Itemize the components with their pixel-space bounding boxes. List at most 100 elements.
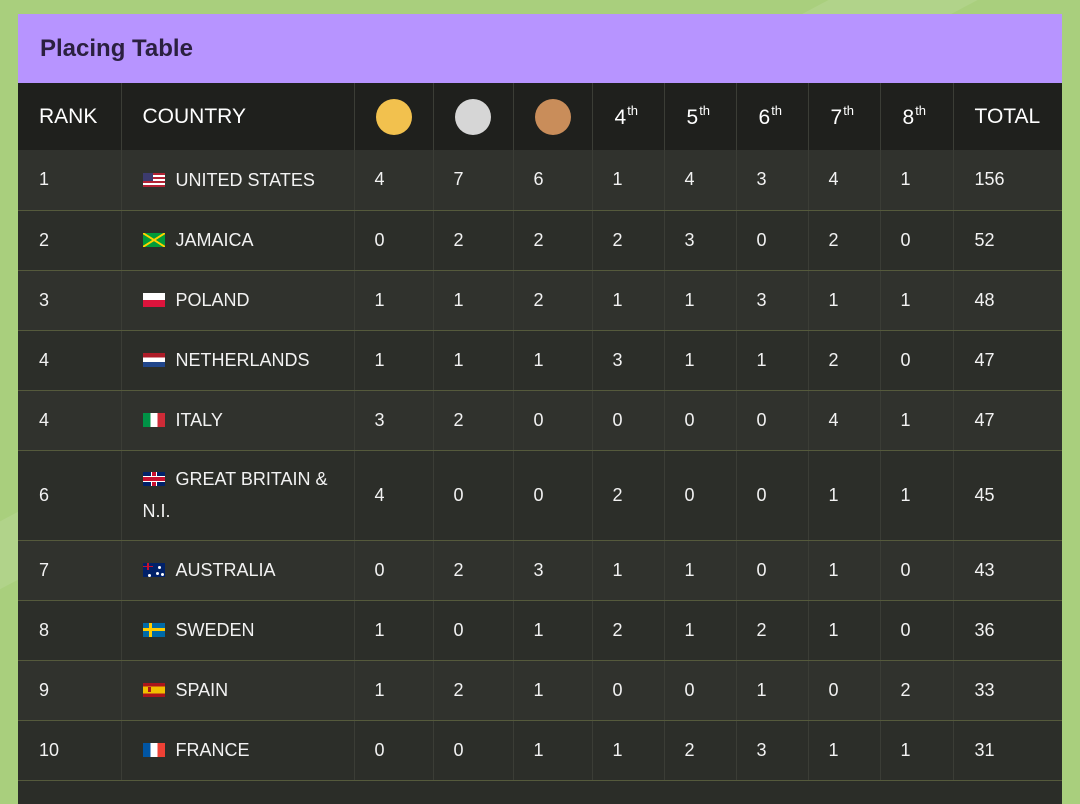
bronze-header[interactable]: [513, 83, 593, 150]
place-4th-count: 1: [592, 150, 665, 211]
table-row[interactable]: 7 AUSTRALIA 0 2 3 1 1 0 1 0 43: [18, 540, 1062, 601]
rank-cell: 7: [18, 540, 122, 601]
country-cell[interactable]: AUSTRALIA: [121, 540, 355, 601]
place-7th-count: 4: [808, 150, 881, 211]
rank-header[interactable]: RANK: [18, 83, 122, 150]
country-cell[interactable]: UNITED STATES: [121, 150, 355, 211]
great-britain-flag-icon: [142, 472, 165, 486]
netherlands-flag-icon: [142, 353, 165, 367]
place-7th-count: 4: [808, 390, 881, 451]
page-title-bar: Placing Table: [18, 14, 1062, 83]
place-7th-header[interactable]: 7th: [808, 83, 881, 150]
rank-cell: 2: [18, 210, 122, 271]
total-points: 36: [953, 600, 1062, 661]
gold-count: 4: [354, 150, 434, 211]
total-points: 45: [953, 450, 1062, 541]
place-5th-count: 2: [664, 720, 737, 781]
rank-cell: 9: [18, 660, 122, 721]
country-cell[interactable]: SPAIN: [121, 660, 355, 721]
total-points: 48: [953, 270, 1062, 331]
place-4th-count: 2: [592, 600, 665, 661]
country-cell[interactable]: GREAT BRITAIN & N.I.: [121, 450, 355, 541]
country-name: NETHERLANDS: [175, 350, 310, 370]
country-name: JAMAICA: [175, 230, 254, 250]
place-5th-count: 3: [664, 210, 737, 271]
place-6th-count: 1: [736, 660, 809, 721]
place-6th-count: 1: [736, 330, 809, 391]
place-5th-header[interactable]: 5th: [664, 83, 737, 150]
sweden-flag-icon: [142, 623, 165, 637]
table-row[interactable]: 4 ITALY 3 2 0 0 0 0 4 1 47: [18, 390, 1062, 451]
bronze-count: 6: [513, 150, 593, 211]
place-suffix: th: [627, 103, 639, 118]
gold-count: 0: [354, 210, 434, 271]
silver-header[interactable]: [433, 83, 514, 150]
place-8th-count: 0: [880, 210, 954, 271]
country-cell[interactable]: FRANCE: [121, 720, 355, 781]
bronze-count: 0: [513, 390, 593, 451]
bronze-count: 0: [513, 450, 593, 541]
bronze-count: 3: [513, 540, 593, 601]
france-flag-icon: [142, 743, 165, 757]
silver-count: 2: [433, 540, 514, 601]
place-7th-count: 1: [808, 720, 881, 781]
place-suffix: th: [843, 103, 855, 118]
place-6th-header[interactable]: 6th: [736, 83, 809, 150]
gold-count: 1: [354, 660, 434, 721]
place-6th-count: 3: [736, 720, 809, 781]
table-row[interactable]: 1 UNITED STATES 4 7 6 1 4 3 4 1 156: [18, 150, 1062, 211]
gold-count: 0: [354, 540, 434, 601]
table-row[interactable]: 6 GREAT BRITAIN & N.I. 4 0 0 2 0 0 1 1 4…: [18, 450, 1062, 541]
bronze-count: 1: [513, 720, 593, 781]
table-row[interactable]: 10 FRANCE 0 0 1 1 2 3 1 1 31: [18, 720, 1062, 781]
place-4th-count: 1: [592, 540, 665, 601]
place-6th-count: 2: [736, 600, 809, 661]
rank-cell: 4: [18, 390, 122, 451]
place-8th-count: 1: [880, 720, 954, 781]
gold-header[interactable]: [354, 83, 434, 150]
place-7th-count: 0: [808, 660, 881, 721]
place-6th-count: 3: [736, 270, 809, 331]
place-6th-count: 0: [736, 390, 809, 451]
place-number: 6: [758, 106, 771, 129]
place-8th-count: 1: [880, 270, 954, 331]
italy-flag-icon: [142, 413, 165, 427]
place-4th-header[interactable]: 4th: [592, 83, 665, 150]
table-row[interactable]: 3 POLAND 1 1 2 1 1 3 1 1 48: [18, 270, 1062, 331]
bronze-count: 1: [513, 330, 593, 391]
country-cell[interactable]: NETHERLANDS: [121, 330, 355, 391]
country-name: SWEDEN: [175, 620, 255, 640]
gold-count: 1: [354, 330, 434, 391]
bronze-count: 2: [513, 210, 593, 271]
table-row[interactable]: 2 JAMAICA 0 2 2 2 3 0 2 0 52: [18, 210, 1062, 271]
place-8th-header[interactable]: 8th: [880, 83, 954, 150]
place-suffix: th: [699, 103, 711, 118]
place-4th-count: 0: [592, 660, 665, 721]
total-points: 31: [953, 720, 1062, 781]
place-suffix: th: [771, 103, 783, 118]
place-7th-count: 1: [808, 450, 881, 541]
place-7th-count: 1: [808, 540, 881, 601]
table-row[interactable]: 9 SPAIN 1 2 1 0 0 1 0 2 33: [18, 660, 1062, 721]
place-7th-count: 2: [808, 210, 881, 271]
country-cell[interactable]: SWEDEN: [121, 600, 355, 661]
total-points: 43: [953, 540, 1062, 601]
bronze-count: 1: [513, 660, 593, 721]
bronze-medal-icon: [534, 98, 571, 135]
place-4th-count: 0: [592, 390, 665, 451]
country-cell[interactable]: JAMAICA: [121, 210, 355, 271]
country-header[interactable]: COUNTRY: [121, 83, 355, 150]
table-row[interactable]: 8 SWEDEN 1 0 1 2 1 2 1 0 36: [18, 600, 1062, 661]
place-4th-count: 2: [592, 210, 665, 271]
gold-count: 0: [354, 720, 434, 781]
country-cell[interactable]: POLAND: [121, 270, 355, 331]
country-cell[interactable]: ITALY: [121, 390, 355, 451]
rank-cell: 6: [18, 450, 122, 541]
total-points: 156: [953, 150, 1062, 211]
total-points: 52: [953, 210, 1062, 271]
country-name: SPAIN: [175, 680, 229, 700]
table-row[interactable]: 4 NETHERLANDS 1 1 1 3 1 1 2 0 47: [18, 330, 1062, 391]
place-6th-count: 0: [736, 210, 809, 271]
total-header[interactable]: TOTAL: [974, 104, 1041, 128]
gold-count: 4: [354, 450, 434, 541]
